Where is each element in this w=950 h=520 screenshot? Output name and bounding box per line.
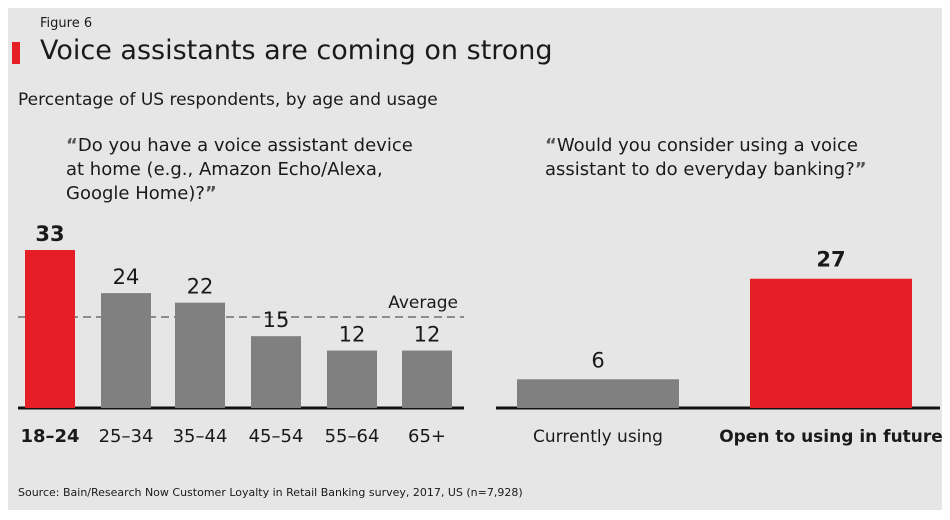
category-label: 45–54	[249, 426, 304, 447]
category-label: 65+	[408, 426, 446, 447]
left-question: “Do you have a voice assistant device at…	[66, 134, 426, 206]
source-note: Source: Bain/Research Now Customer Loyal…	[18, 486, 523, 499]
title-accent-marker	[12, 42, 20, 64]
bar-age-0	[25, 250, 75, 408]
bar-value-label: 24	[113, 265, 140, 289]
close-quote-mark: ”	[854, 159, 867, 180]
figure-label: Figure 6	[40, 16, 93, 31]
bar-value-label: 27	[816, 248, 845, 272]
bar-age-3	[251, 336, 301, 408]
right-question: “Would you consider using a voice assist…	[545, 134, 905, 182]
bar-value-label: 12	[339, 323, 366, 347]
bar-age-4	[327, 350, 377, 408]
bar-age-2	[175, 302, 225, 408]
open-quote-mark: “	[66, 135, 78, 156]
category-label: 55–64	[325, 426, 380, 447]
bar-value-label: 12	[414, 323, 441, 347]
open-quote-mark: “	[545, 135, 557, 156]
bar-usage-1	[750, 278, 912, 408]
bar-usage-0	[517, 379, 679, 408]
left-question-text: Do you have a voice assistant device at …	[66, 135, 413, 204]
category-label: 35–44	[173, 426, 228, 447]
bar-charts-svg: Average 33 18–24 24 25–34 22 35–44 15 45–54 12 55–…	[18, 222, 942, 447]
category-label: Currently using	[533, 427, 663, 447]
right-question-text: Would you consider using a voice assista…	[545, 135, 859, 180]
average-label: Average	[388, 293, 458, 313]
bar-value-label: 15	[263, 308, 290, 332]
category-label: 25–34	[99, 426, 154, 447]
bar-age-1	[101, 293, 151, 408]
category-label: Open to using in future	[719, 427, 942, 447]
figure-canvas: Figure 6 Voice assistants are coming on …	[8, 8, 942, 510]
category-label: 18–24	[20, 426, 79, 447]
bar-value-label: 6	[591, 348, 604, 372]
bar-value-label: 33	[35, 222, 64, 246]
chart-title: Voice assistants are coming on strong	[40, 35, 553, 66]
bar-value-label: 22	[187, 275, 214, 299]
close-quote-mark: ”	[204, 183, 217, 204]
bar-age-5	[402, 350, 452, 408]
chart-subtitle: Percentage of US respondents, by age and…	[18, 90, 438, 110]
